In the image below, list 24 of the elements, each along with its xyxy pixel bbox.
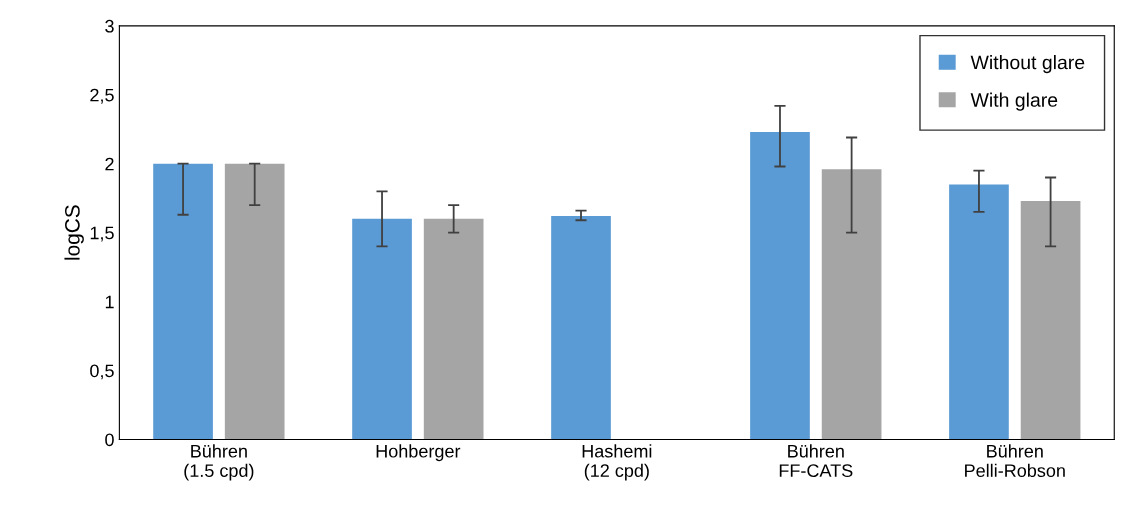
bar (423, 218, 484, 440)
x-tick-label: Hohberger (376, 444, 461, 462)
y-tick-label: 1 (105, 295, 114, 309)
x-tick-label: Bühren Pelli-Robson (965, 444, 1065, 478)
bar (949, 184, 1009, 440)
x-tick-label: Bühren FF-CATS (779, 444, 853, 478)
legend-label: Without glare (970, 55, 1085, 74)
bar (821, 169, 882, 440)
x-tick-label: Hashemi (12 cpd) (582, 444, 652, 481)
y-tick-label: 3 (105, 19, 114, 33)
y-tick-label: 0,5 (90, 364, 114, 380)
bar (551, 216, 611, 440)
y-tick-label: 0 (105, 433, 114, 447)
y-tick-label: 2,5 (90, 88, 114, 104)
legend-label: With glare (970, 92, 1058, 111)
bar (750, 132, 810, 440)
bar (1020, 200, 1081, 440)
y-axis-title: logCS (64, 205, 84, 260)
y-tick-label: 1,5 (90, 226, 114, 242)
bar (352, 218, 412, 440)
bar (224, 163, 285, 440)
y-tick-label: 2 (105, 157, 114, 171)
x-tick-label: Bühren (1.5 cpd) (184, 444, 254, 481)
bar (153, 163, 213, 440)
